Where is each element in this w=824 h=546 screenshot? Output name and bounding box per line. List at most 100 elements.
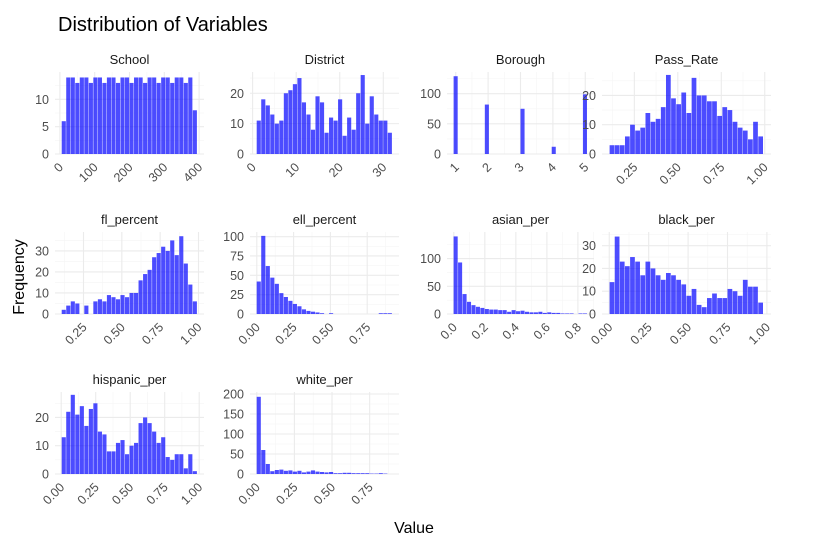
bar-white-per-11: [306, 471, 311, 474]
panel-title-school: School: [110, 52, 150, 67]
bar-white-per-16: [329, 472, 334, 474]
bar-hispanic-per-9: [102, 434, 107, 474]
x-tick-label: 0.50: [667, 320, 694, 347]
x-tick-label: 0.75: [349, 480, 376, 507]
bar-pass-rate-28: [753, 121, 758, 154]
bar-black-per-7: [645, 261, 651, 314]
bar-white-per-24: [365, 473, 370, 474]
bar-asian-per-18: [533, 312, 538, 314]
y-tick-label: 10: [582, 285, 596, 299]
bar-district-28: [383, 120, 388, 154]
bar-ell-percent-27: [378, 313, 383, 314]
bar-black-per-15: [686, 295, 692, 314]
bar-district-23: [360, 75, 365, 154]
bar-district-17: [333, 120, 338, 154]
bar-white-per-20: [347, 472, 352, 474]
x-tick-label: 0.25: [63, 320, 90, 347]
panel-title-hispanic-per: hispanic_per: [93, 372, 167, 387]
bar-hispanic-per-18: [143, 417, 148, 474]
bar-white-per-22: [356, 473, 361, 474]
y-tick-label: 50: [427, 117, 441, 131]
bar-pass-rate-7: [645, 113, 651, 154]
bar-fl-percent-20: [152, 257, 157, 314]
x-tick-label: 100: [76, 160, 101, 185]
bar-pass-rate-22: [722, 107, 728, 154]
y-tick-label: 5: [42, 120, 49, 134]
y-tick-label: 100: [223, 230, 244, 244]
bar-fl-percent-23: [165, 250, 170, 314]
bar-school-24: [170, 82, 175, 154]
bar-ell-percent-7: [288, 300, 293, 314]
bar-pass-rate-5: [635, 130, 640, 154]
bar-pass-rate-6: [640, 127, 646, 154]
bar-asian-per-23: [556, 312, 561, 314]
bar-school-12: [115, 82, 121, 154]
bar-black-per-5: [635, 261, 640, 314]
x-tick-label: 0: [244, 160, 259, 175]
bar-pass-rate-19: [707, 101, 712, 154]
bar-district-11: [306, 114, 311, 154]
bar-asian-per-20: [542, 312, 547, 314]
bar-pass-rate-11: [665, 74, 671, 154]
bar-fl-percent-26: [179, 236, 184, 314]
bar-white-per-3: [270, 471, 275, 474]
bar-pass-rate-12: [671, 98, 676, 154]
y-tick-label: 0: [42, 468, 49, 482]
bar-asian-per-13: [511, 310, 516, 314]
bar-white-per-27: [378, 473, 383, 474]
bar-black-per-20: [712, 293, 717, 314]
y-tick-label: 30: [35, 244, 49, 258]
bar-hispanic-per-20: [152, 431, 157, 474]
bar-asian-per-10: [498, 310, 503, 314]
bar-hispanic-per-25: [174, 454, 179, 474]
bar-district-1: [261, 99, 266, 154]
y-tick-label: 0: [434, 148, 441, 162]
bar-school-21: [156, 82, 161, 154]
bar-asian-per-26: [569, 313, 574, 314]
bar-black-per-12: [671, 275, 676, 314]
y-tick-label: 0: [237, 308, 244, 322]
y-tick-label: 0: [42, 308, 49, 322]
bar-school-0: [61, 121, 66, 154]
bar-ell-percent-14: [319, 313, 325, 314]
x-tick-label: 0.25: [273, 320, 300, 347]
y-tick-label: 100: [223, 428, 244, 442]
bar-school-18: [143, 82, 148, 154]
panel-district: District 0 10 20 0 10 20 30: [230, 52, 399, 180]
bar-asian-per-1: [458, 262, 463, 314]
bar-fl-percent-17: [138, 280, 143, 314]
bar-school-22: [161, 77, 166, 154]
bar-asian-per-25: [565, 313, 570, 314]
bar-borough-15: [520, 108, 525, 154]
bar-pass-rate-27: [748, 139, 753, 154]
bar-fl-percent-3: [75, 303, 80, 314]
bar-black-per-23: [727, 288, 733, 314]
bar-white-per-15: [324, 472, 329, 474]
bar-ell-percent-5: [279, 293, 284, 314]
bar-pass-rate-26: [742, 130, 748, 154]
bar-ell-percent-12: [310, 311, 316, 314]
bar-hispanic-per-8: [97, 431, 102, 474]
bar-white-per-1: [261, 450, 266, 474]
bar-hispanic-per-24: [170, 459, 175, 474]
x-tick-label: 2: [479, 160, 494, 175]
bar-district-3: [270, 114, 275, 154]
bar-district-20: [347, 117, 352, 154]
bar-black-per-14: [681, 284, 687, 314]
bar-pass-rate-16: [691, 77, 697, 154]
x-tick-label: 30: [370, 160, 390, 180]
bar-black-per-19: [707, 298, 712, 314]
y-tick-label: 50: [427, 280, 441, 294]
bar-school-14: [124, 77, 130, 154]
bar-district-4: [274, 123, 279, 154]
bar-fl-percent-25: [174, 255, 179, 314]
bar-ell-percent-29: [387, 313, 392, 314]
bar-white-per-12: [310, 470, 316, 474]
x-tick-label: 5: [577, 160, 592, 175]
bar-ell-percent-16: [329, 313, 334, 314]
bar-school-26: [179, 77, 184, 154]
bar-hispanic-per-21: [156, 442, 161, 474]
y-tick-label: 50: [230, 448, 244, 462]
bar-pass-rate-14: [681, 92, 687, 154]
